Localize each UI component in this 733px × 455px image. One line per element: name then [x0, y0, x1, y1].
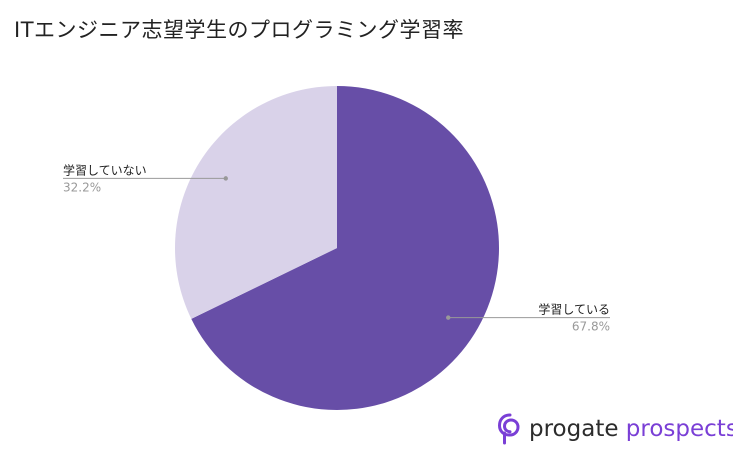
slice-value-not-studying: 32.2% [63, 180, 101, 194]
slice-label-not-studying: 学習していない [63, 162, 147, 177]
progate-prospects-logo: progate prospects [497, 413, 733, 445]
logo-word-prospects: prospects [625, 415, 733, 442]
progate-logo-icon [497, 413, 520, 445]
logo-word-progate: progate [529, 415, 619, 442]
pie-slice-not-studying [174, 86, 337, 319]
slice-value-studying: 67.8% [572, 320, 610, 334]
pie-slice-studying [191, 86, 499, 410]
chart-title: ITエンジニア志望学生のプログラミング学習率 [14, 18, 465, 42]
slice-label-studying: 学習している [538, 302, 610, 317]
